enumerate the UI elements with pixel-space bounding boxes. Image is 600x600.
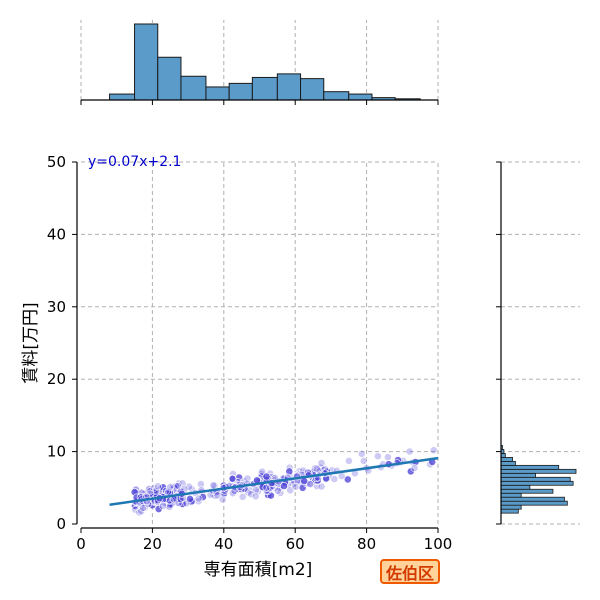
- right-hist-bar: [500, 476, 571, 482]
- scatter-point: [166, 482, 175, 491]
- right-hist-bar: [500, 496, 565, 502]
- scatter-point: [357, 449, 366, 458]
- right-hist-bar: [500, 472, 537, 478]
- scatter-point: [247, 490, 256, 499]
- top-hist-bar: [276, 73, 302, 101]
- scatter-point: [383, 453, 392, 462]
- scatter-point: [285, 467, 294, 476]
- scatter-point: [238, 492, 247, 501]
- scatter-point: [258, 467, 267, 476]
- y-tick-label: 20: [47, 370, 66, 388]
- scatter-point: [174, 481, 182, 490]
- scatter-point: [131, 505, 140, 514]
- scatter-point: [251, 492, 260, 501]
- top-hist-bar: [109, 93, 136, 101]
- scatter-point: [172, 482, 181, 490]
- top-hist-bar: [348, 93, 373, 101]
- scatter-point: [162, 486, 170, 495]
- top-hist-bar: [228, 82, 253, 101]
- scatter-point: [209, 481, 218, 490]
- right-hist-bar: [500, 460, 516, 466]
- y-tick-label: 50: [47, 153, 66, 171]
- right-hist-bar: [500, 453, 506, 458]
- scatter-point: [410, 464, 419, 472]
- right-hist-bar: [500, 500, 568, 506]
- x-tick-label: 80: [357, 535, 376, 553]
- scatter-point: [228, 474, 237, 483]
- scatter-point: [320, 465, 329, 473]
- right-hist-bar: [500, 488, 554, 494]
- scatter-point: [262, 483, 271, 492]
- right-hist-bar: [500, 504, 522, 510]
- regression-equation-label: y=0.07x+2.1: [88, 154, 181, 170]
- scatter-point: [146, 489, 155, 498]
- scatter-point: [211, 491, 219, 500]
- scatter-panel: 0 20 40 60 80 100 0 10 20 30 40 50: [47, 153, 452, 553]
- right-hist-bar: [500, 484, 531, 490]
- ward-badge: 佐伯区: [380, 559, 440, 584]
- right-hist-bar: [500, 492, 522, 498]
- top-hist-bar: [300, 78, 325, 101]
- scatter-point: [429, 446, 438, 455]
- top-histogram: [80, 20, 439, 105]
- x-tick-label: 60: [286, 535, 305, 553]
- scatter-point: [153, 482, 162, 491]
- scatter-point: [152, 486, 160, 495]
- scatter-point: [280, 482, 288, 490]
- x-tick-label: 20: [143, 535, 162, 553]
- scatter-point: [373, 452, 382, 461]
- y-tick-label: 10: [47, 443, 66, 461]
- right-histogram: [496, 161, 580, 525]
- scatter-point: [194, 494, 203, 503]
- scatter-point: [154, 505, 163, 513]
- x-tick-label: 0: [76, 535, 86, 553]
- right-hist-bar: [500, 464, 560, 470]
- scatter-point: [344, 456, 353, 465]
- right-hist-bar: [500, 508, 519, 514]
- scatter-point: [291, 482, 300, 491]
- scatter-point: [330, 475, 339, 483]
- top-hist-bar: [205, 86, 230, 101]
- top-hist-bar: [251, 76, 278, 101]
- right-hist-bar: [500, 468, 577, 474]
- y-tick-label: 40: [47, 225, 66, 243]
- scatter-point: [299, 466, 308, 475]
- scatter-point: [196, 480, 205, 488]
- scatter-point: [317, 482, 326, 491]
- scatter-point: [262, 472, 271, 481]
- top-hist-bar: [180, 75, 207, 101]
- scatter-point: [306, 480, 315, 488]
- regression-line: [109, 456, 439, 506]
- y-tick-label: 0: [56, 515, 66, 533]
- scatter-point: [165, 502, 174, 511]
- right-hist-bar: [500, 456, 513, 462]
- scatter-point: [337, 472, 346, 480]
- top-hist-bar: [134, 23, 159, 101]
- scatter-point: [313, 476, 322, 485]
- scatter-point: [218, 495, 227, 504]
- y-axis-title: 賃料[万円]: [21, 302, 41, 383]
- scatter-point: [359, 456, 368, 465]
- scatter-point: [343, 475, 352, 484]
- x-tick-label: 40: [214, 535, 233, 553]
- top-hist-bar: [323, 91, 350, 101]
- y-tick-label: 30: [47, 298, 66, 316]
- x-axis-title: 専有面積[m2]: [204, 560, 313, 580]
- scatter-point: [194, 497, 203, 506]
- scatter-point: [186, 494, 194, 503]
- right-hist-bar: [500, 480, 574, 486]
- scatter-point: [317, 459, 326, 467]
- scatter-point: [312, 464, 321, 473]
- scatter-point: [213, 491, 222, 500]
- scatter-point: [145, 487, 154, 496]
- x-tick-label: 100: [424, 535, 453, 553]
- scatter-point: [159, 502, 167, 510]
- scatter-point: [185, 482, 193, 491]
- scatter-point: [405, 447, 414, 456]
- top-hist-bar: [157, 56, 182, 101]
